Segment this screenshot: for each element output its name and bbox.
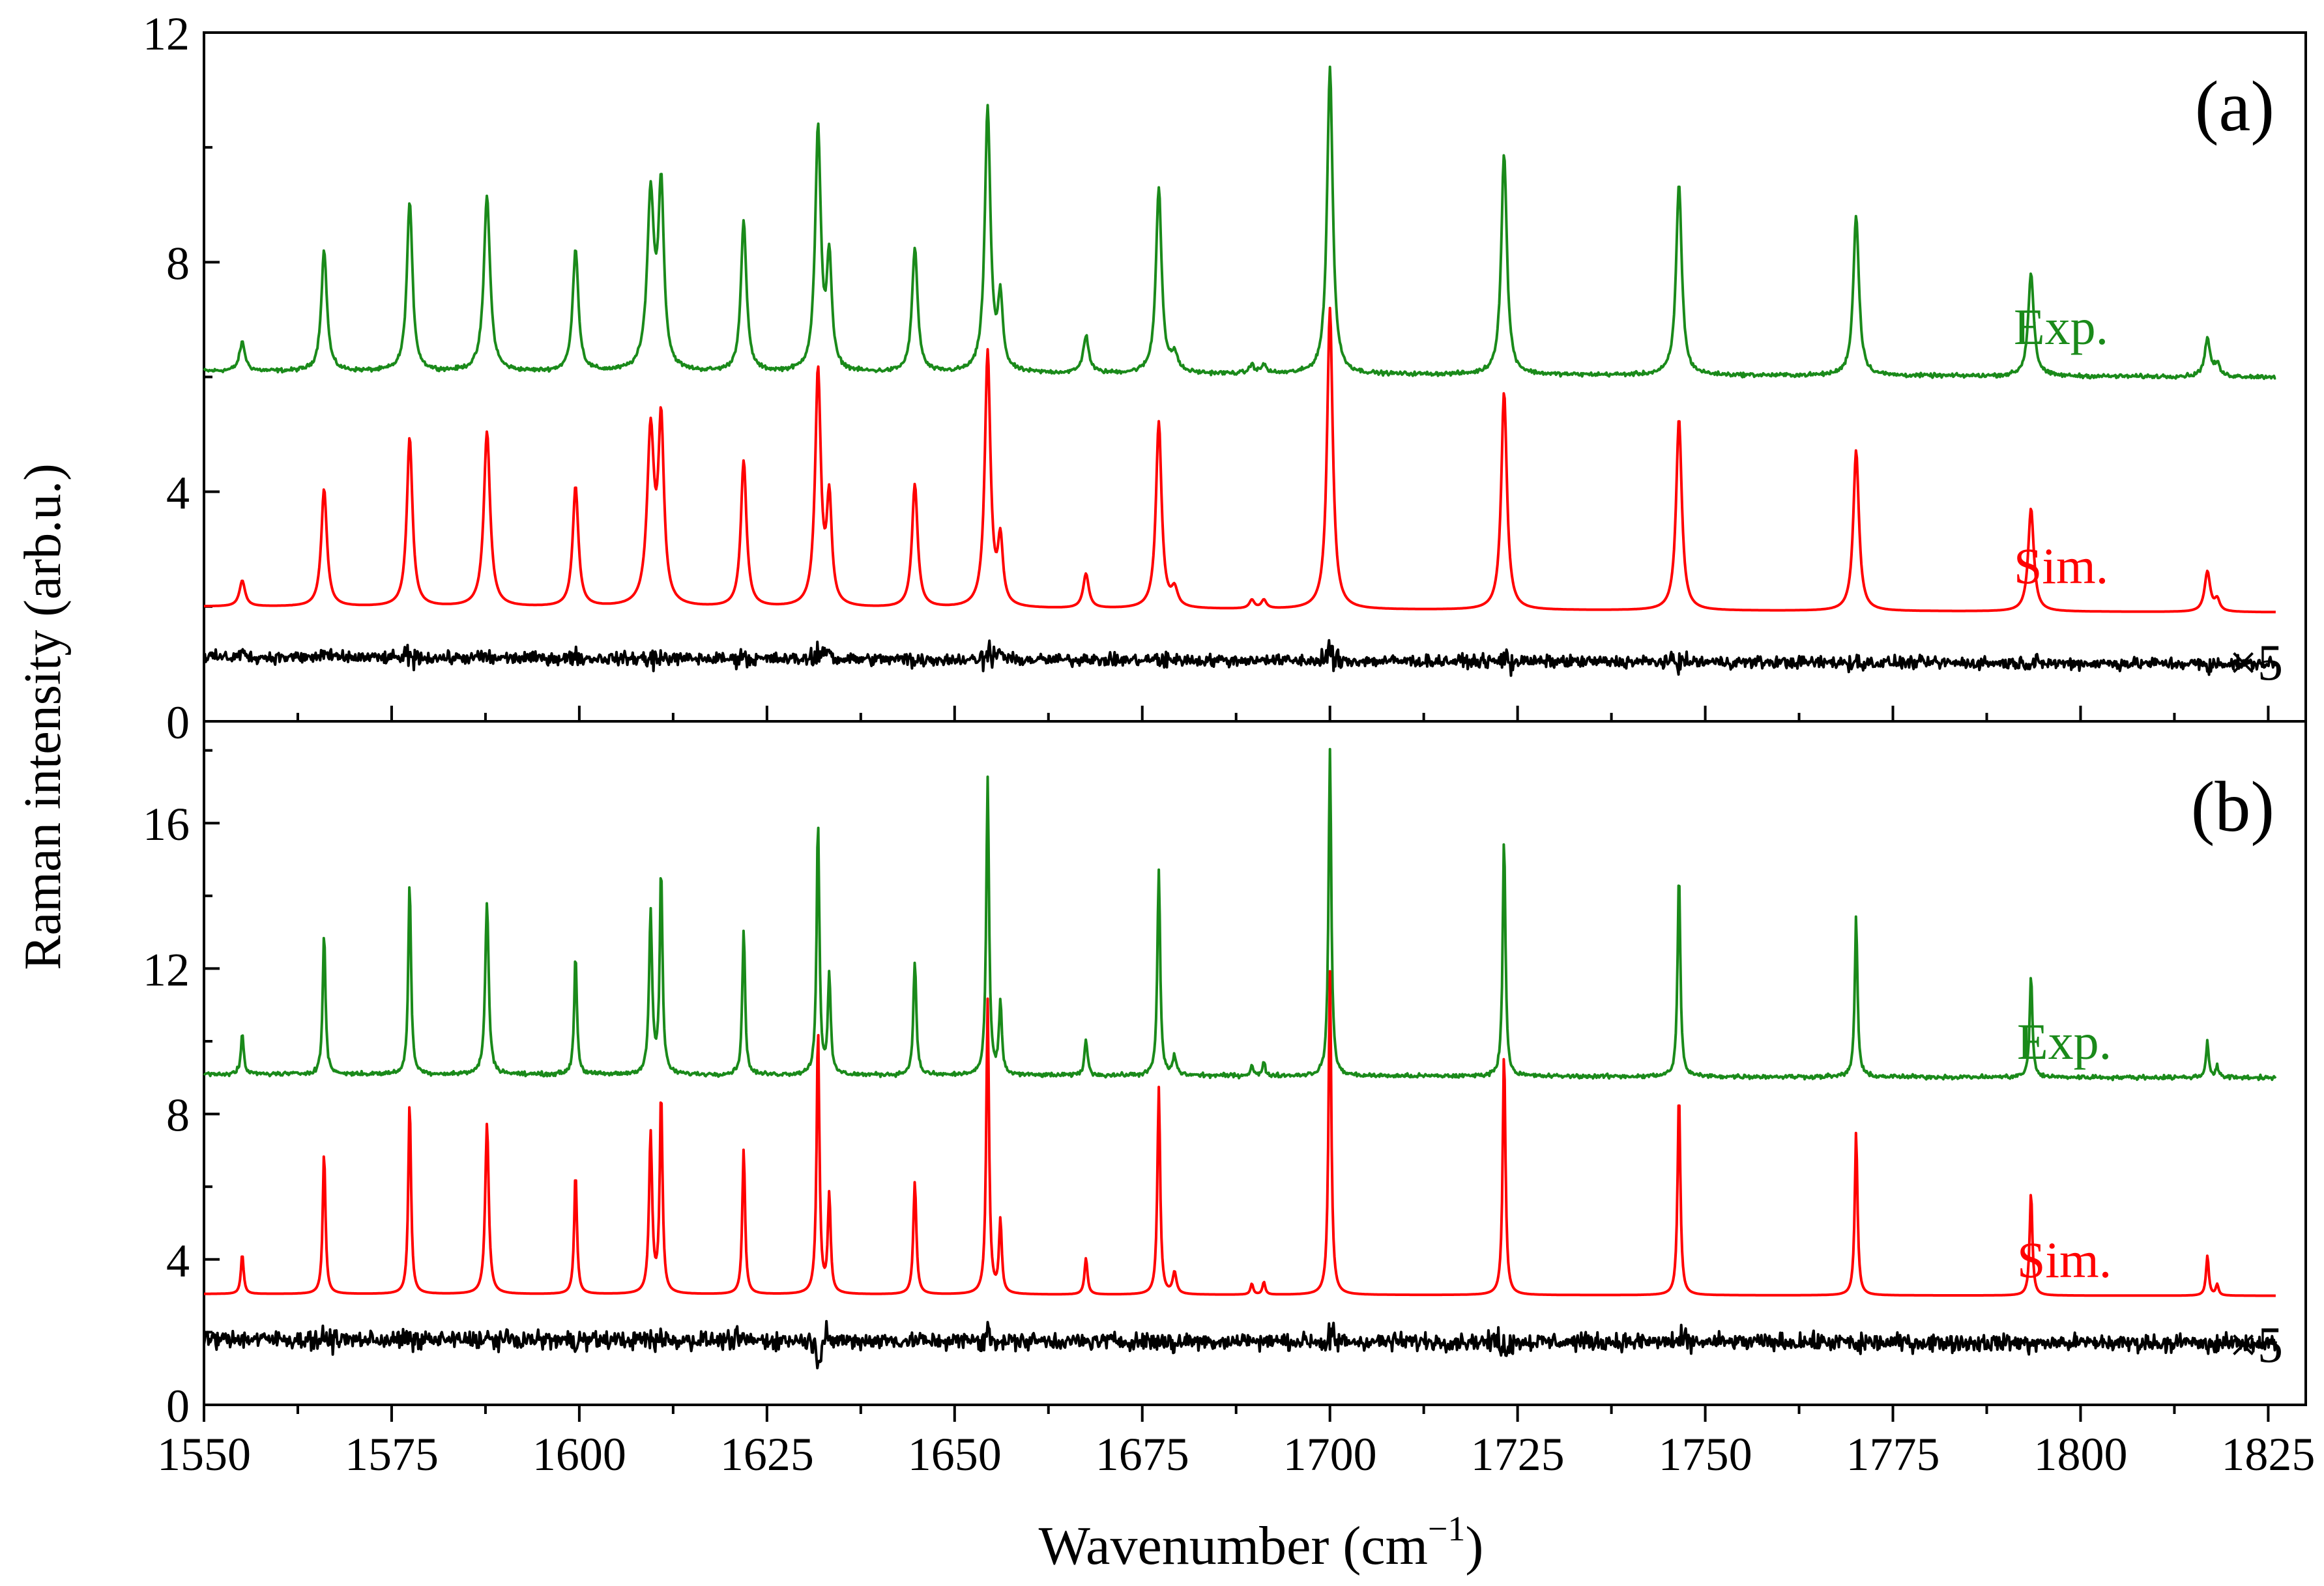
x-tick-label: 1550 [157,1428,251,1480]
panel-a-exp-label: Exp. [2014,298,2108,355]
panel-b-label: (b) [2191,767,2274,846]
panel-b-ytick-label: 4 [166,1235,190,1287]
x-tick-label: 1700 [1283,1428,1377,1480]
x-tick-label: 1800 [2033,1428,2127,1480]
panel-a-label: (a) [2195,66,2274,146]
x-axis-title-main: Wavenumber (cm [1039,1516,1428,1576]
panel-b-exp-line [203,747,2277,1082]
panel-b-ytick-label: 12 [143,944,190,996]
x-tick-label: 1575 [345,1428,439,1480]
x-tick-label: 1750 [1659,1428,1752,1480]
x-tick-label: 1600 [532,1428,626,1480]
x-axis-title-close: ) [1465,1516,1483,1576]
ticks-layer: 0 4 8 12 0 4 8 12 16 1550 1575 1600 1625 1650 1675 1700… [143,8,2315,1480]
x-axis-title: Wavenumber (cm−1) [1039,1509,1484,1576]
x-tick-label: 1675 [1096,1428,1189,1480]
x-tick-label: 1775 [1846,1428,1940,1480]
panel-b-frame [203,720,2307,1406]
x-tick-label: 1825 [2221,1428,2315,1480]
panel-b-ytick-label: 8 [166,1089,190,1142]
panel-b-residual-label: ×5 [2229,1316,2283,1373]
panel-b-sim-line [203,970,2276,1297]
x-axis-title-sup: −1 [1428,1509,1465,1548]
panel-a-ytick-label: 12 [143,8,190,60]
panel-b-ytick-label: 16 [143,798,190,850]
curves-layer [203,65,2277,1370]
x-tick-label: 1625 [720,1428,814,1480]
panel-b-residual-line [203,1319,2277,1370]
panel-a-frame [203,31,2307,723]
panel-b-exp-label: Exp. [2017,1013,2112,1070]
panel-a-residual-line [203,639,2277,677]
panel-a-ytick-label: 8 [166,237,190,289]
panel-a-sim-label: Sim. [2014,538,2108,594]
x-tick-label: 1725 [1471,1428,1565,1480]
panel-a-ytick-label: 4 [166,467,190,519]
panel-a-sim-line [203,306,2276,614]
panel-a-exp-line [203,65,2276,381]
panel-b-sim-label: Sim. [2017,1232,2112,1288]
panel-a-residual-label: ×5 [2229,634,2283,691]
y-axis-title: Raman intensity (arb.u.) [14,463,72,970]
panel-a-ytick-label: 0 [166,697,190,749]
x-tick-label: 1650 [908,1428,1002,1480]
panel-b-ytick-label: 0 [166,1380,190,1432]
